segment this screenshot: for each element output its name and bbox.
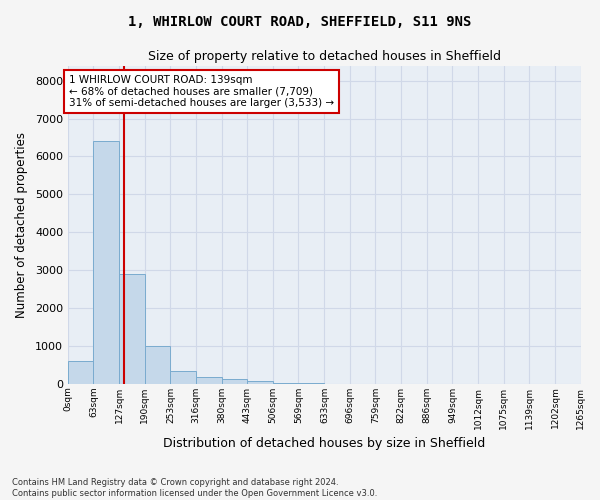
X-axis label: Distribution of detached houses by size in Sheffield: Distribution of detached houses by size … xyxy=(163,437,485,450)
Bar xyxy=(222,379,247,384)
Text: 1, WHIRLOW COURT ROAD, SHEFFIELD, S11 9NS: 1, WHIRLOW COURT ROAD, SHEFFIELD, S11 9N… xyxy=(128,15,472,29)
Bar xyxy=(170,370,196,384)
Bar xyxy=(273,383,298,384)
Bar xyxy=(196,377,222,384)
Bar xyxy=(247,380,273,384)
Text: 1 WHIRLOW COURT ROAD: 139sqm
← 68% of detached houses are smaller (7,709)
31% of: 1 WHIRLOW COURT ROAD: 139sqm ← 68% of de… xyxy=(69,75,334,108)
Title: Size of property relative to detached houses in Sheffield: Size of property relative to detached ho… xyxy=(148,50,501,63)
Bar xyxy=(94,142,119,384)
Text: Contains HM Land Registry data © Crown copyright and database right 2024.
Contai: Contains HM Land Registry data © Crown c… xyxy=(12,478,377,498)
Bar xyxy=(145,346,170,384)
Bar xyxy=(119,274,145,384)
Y-axis label: Number of detached properties: Number of detached properties xyxy=(15,132,28,318)
Bar xyxy=(68,361,94,384)
